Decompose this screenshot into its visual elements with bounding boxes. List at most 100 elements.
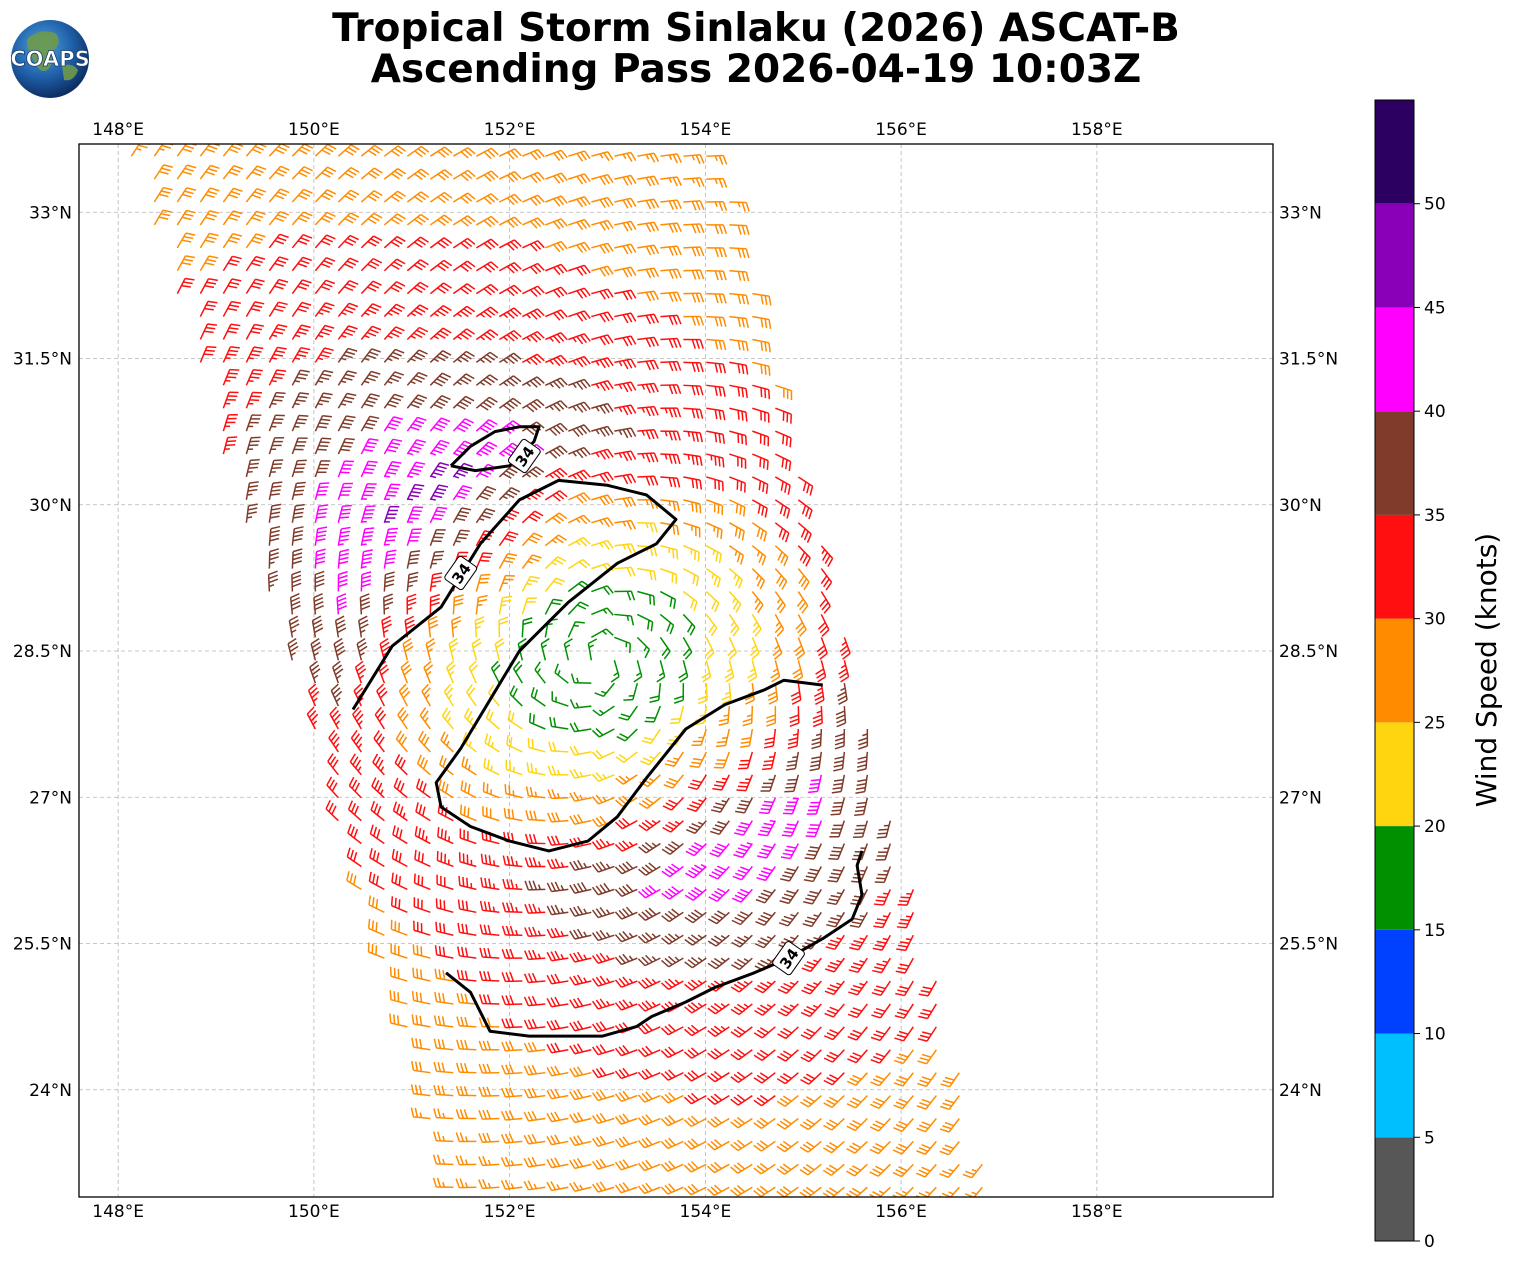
wind-barb bbox=[811, 728, 823, 750]
wind-barb bbox=[591, 196, 614, 208]
wind-barb bbox=[687, 774, 707, 790]
wind-barb bbox=[591, 998, 615, 1010]
wind-barb bbox=[591, 607, 614, 616]
wind-barb bbox=[893, 1095, 914, 1110]
wind-barb bbox=[763, 728, 777, 749]
wind-barb bbox=[614, 1182, 638, 1194]
wind-barb bbox=[546, 1157, 569, 1169]
wind-barb bbox=[546, 950, 569, 962]
wind-barb bbox=[706, 200, 728, 211]
wind-barb bbox=[669, 705, 685, 725]
wind-barb bbox=[337, 460, 354, 478]
wind-barb bbox=[406, 191, 430, 203]
wind-barb bbox=[530, 687, 546, 707]
wind-barb bbox=[551, 691, 569, 707]
wind-barb bbox=[892, 1186, 914, 1197]
wind-barb bbox=[767, 683, 779, 705]
wind-barb bbox=[392, 801, 408, 822]
wind-barb bbox=[706, 361, 727, 374]
wind-barb bbox=[568, 264, 591, 276]
wind-barb bbox=[336, 593, 348, 615]
wind-barb bbox=[222, 323, 241, 340]
wind-barb bbox=[441, 707, 454, 730]
colorbar-tick-label: 25 bbox=[1424, 713, 1446, 733]
wind-barb bbox=[662, 820, 684, 833]
wind-barb bbox=[544, 577, 566, 592]
wind-barb bbox=[567, 558, 591, 570]
wind-barb bbox=[706, 476, 724, 492]
wind-barb bbox=[439, 755, 454, 776]
wind-barb bbox=[614, 840, 638, 852]
wind-barb bbox=[545, 149, 568, 161]
wind-barb bbox=[828, 843, 846, 861]
wind-barb bbox=[436, 874, 454, 891]
wind-barb bbox=[452, 192, 476, 204]
wind-barb bbox=[433, 1108, 454, 1120]
wind-barb bbox=[660, 268, 682, 279]
wind-barb bbox=[785, 751, 800, 771]
wind-barb bbox=[466, 684, 477, 707]
wind-barb bbox=[660, 199, 682, 210]
wind-barb bbox=[686, 797, 707, 812]
wind-barb bbox=[521, 510, 544, 524]
wind-barb bbox=[458, 875, 477, 891]
wind-barb bbox=[744, 683, 755, 705]
wind-barb bbox=[456, 969, 477, 982]
wind-barb bbox=[455, 1178, 477, 1189]
wind-barb bbox=[683, 384, 704, 396]
wind-barb bbox=[706, 315, 727, 327]
wind-barb bbox=[733, 820, 753, 836]
wind-barb bbox=[710, 797, 730, 813]
wind-barb bbox=[475, 508, 496, 524]
wind-barb bbox=[415, 778, 431, 799]
wind-barb bbox=[591, 471, 614, 483]
wind-barb bbox=[389, 990, 408, 1005]
wind-barb bbox=[897, 889, 915, 906]
wind-barb bbox=[199, 345, 217, 363]
wind-barb bbox=[729, 476, 746, 493]
wind-barb bbox=[480, 877, 500, 891]
wind-barb bbox=[728, 545, 745, 565]
wind-barb bbox=[751, 545, 767, 566]
wind-barb bbox=[435, 898, 454, 914]
wind-barb bbox=[268, 503, 282, 523]
wind-barb bbox=[790, 683, 802, 705]
wind-barb bbox=[176, 144, 197, 157]
wind-barb bbox=[310, 638, 322, 661]
wind-barb bbox=[683, 315, 705, 326]
lon-tick-label: 148°E bbox=[92, 1202, 144, 1222]
wind-barb bbox=[776, 1095, 799, 1107]
wind-barb bbox=[455, 1085, 477, 1097]
wind-barb bbox=[753, 1072, 776, 1084]
wind-barb bbox=[623, 682, 639, 701]
wind-barb bbox=[637, 590, 655, 606]
wind-barb bbox=[637, 152, 660, 163]
wind-barb bbox=[736, 774, 754, 792]
colorbar-tick-label: 15 bbox=[1424, 921, 1446, 941]
wind-barb bbox=[369, 848, 385, 868]
wind-barb bbox=[789, 706, 800, 728]
wind-barb bbox=[915, 1163, 937, 1178]
wind-barb bbox=[347, 823, 362, 845]
wind-barb bbox=[176, 209, 196, 226]
wind-barb bbox=[546, 927, 569, 939]
wind-barb bbox=[801, 957, 822, 973]
wind-barb bbox=[663, 774, 684, 789]
wind-barb bbox=[337, 482, 353, 501]
wind-barb bbox=[614, 197, 637, 209]
colorbar-ticks: 0 5 10 15 20 25 30 35 40 45 50 bbox=[1414, 195, 1446, 1252]
wind-barb bbox=[730, 1139, 753, 1152]
wind-barb bbox=[360, 571, 372, 592]
wind-barb bbox=[222, 255, 242, 272]
wind-barb bbox=[568, 196, 591, 208]
wind-barb bbox=[569, 1089, 592, 1101]
wind-barb bbox=[753, 1026, 776, 1039]
wind-barb bbox=[777, 1049, 799, 1062]
wind-barb bbox=[545, 422, 568, 437]
wind-barb bbox=[512, 660, 523, 684]
wind-barb bbox=[245, 481, 259, 501]
wind-barb bbox=[291, 324, 311, 340]
wind-barb bbox=[475, 306, 499, 319]
wind-barb bbox=[455, 1109, 477, 1120]
wind-barb bbox=[591, 952, 615, 964]
